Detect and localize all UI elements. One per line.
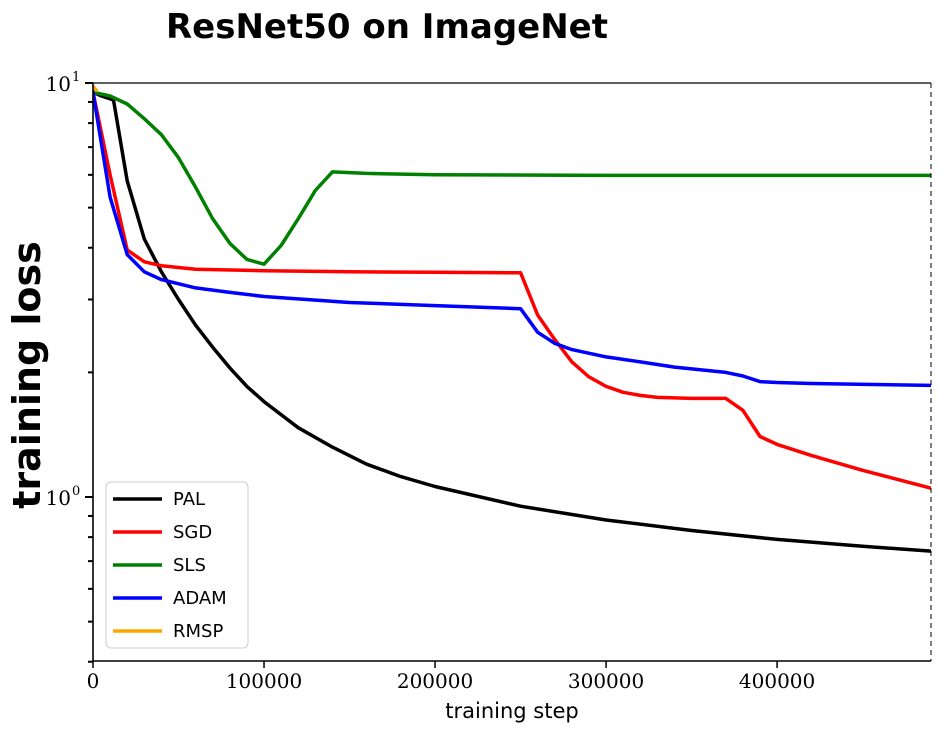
x-tick-label: 200000 [397,669,473,693]
y-tick-label: 10 [46,486,71,510]
x-tick-label: 300000 [568,669,644,693]
series-line-sls [93,90,931,266]
x-axis-label: training step [445,699,578,723]
legend-box [105,481,249,649]
series-line-sgd [93,90,931,490]
chart-title: ResNet50 on ImageNet [166,7,608,47]
y-tick-label: 10 [46,72,71,96]
y-tick-exponent: 0 [72,484,80,499]
series-layer [93,84,931,553]
y-tick-exponent: 1 [72,70,80,85]
legend: PAL SGD SLS ADAM RMSP [105,481,249,649]
x-tick-label: 0 [87,669,100,693]
legend-label-sgd: SGD [173,522,212,543]
series-line-adam [93,90,931,388]
y-axis-label: training loss [5,241,49,509]
x-tick-label: 400000 [739,669,815,693]
legend-items: PAL SGD SLS ADAM RMSP [113,489,227,642]
legend-label-pal: PAL [173,489,205,510]
legend-label-rmsp: RMSP [173,621,223,642]
legend-label-adam: ADAM [173,588,227,609]
legend-label-sls: SLS [173,555,206,576]
series-line-pal [93,90,931,553]
x-tick-label: 100000 [226,669,302,693]
